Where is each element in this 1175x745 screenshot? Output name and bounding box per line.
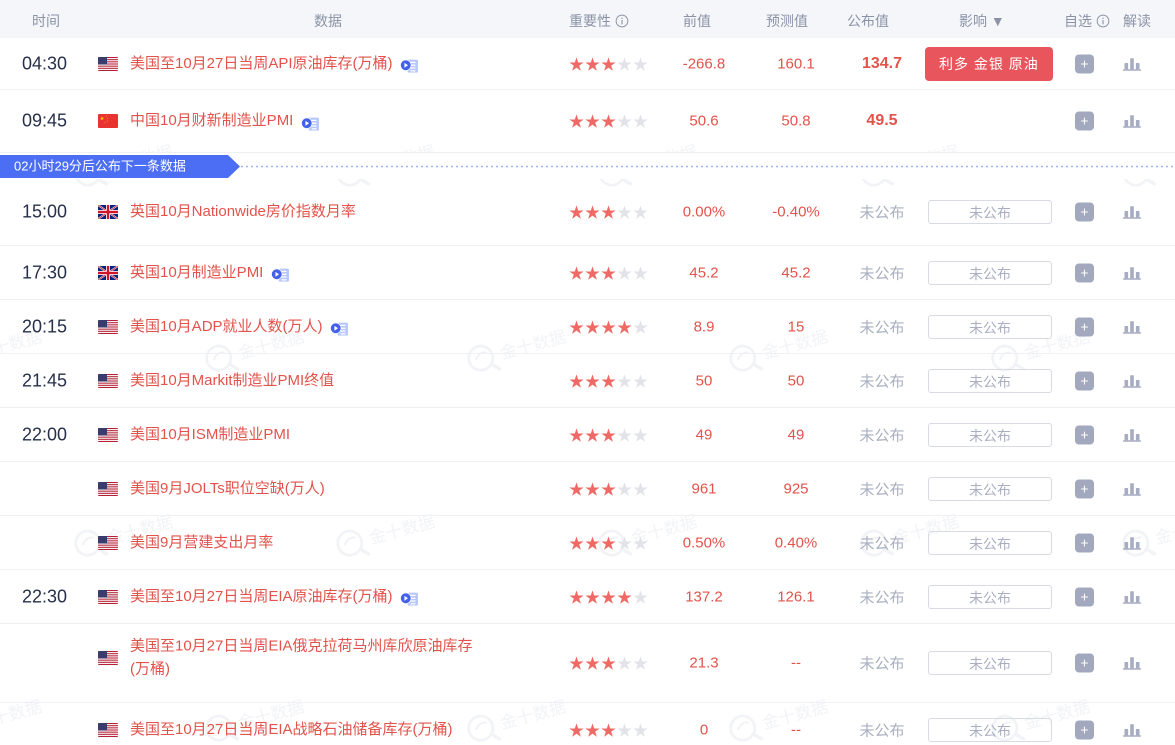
svg-text:02小时29分后公布下一条数据: 02小时29分后公布下一条数据 (14, 159, 186, 174)
